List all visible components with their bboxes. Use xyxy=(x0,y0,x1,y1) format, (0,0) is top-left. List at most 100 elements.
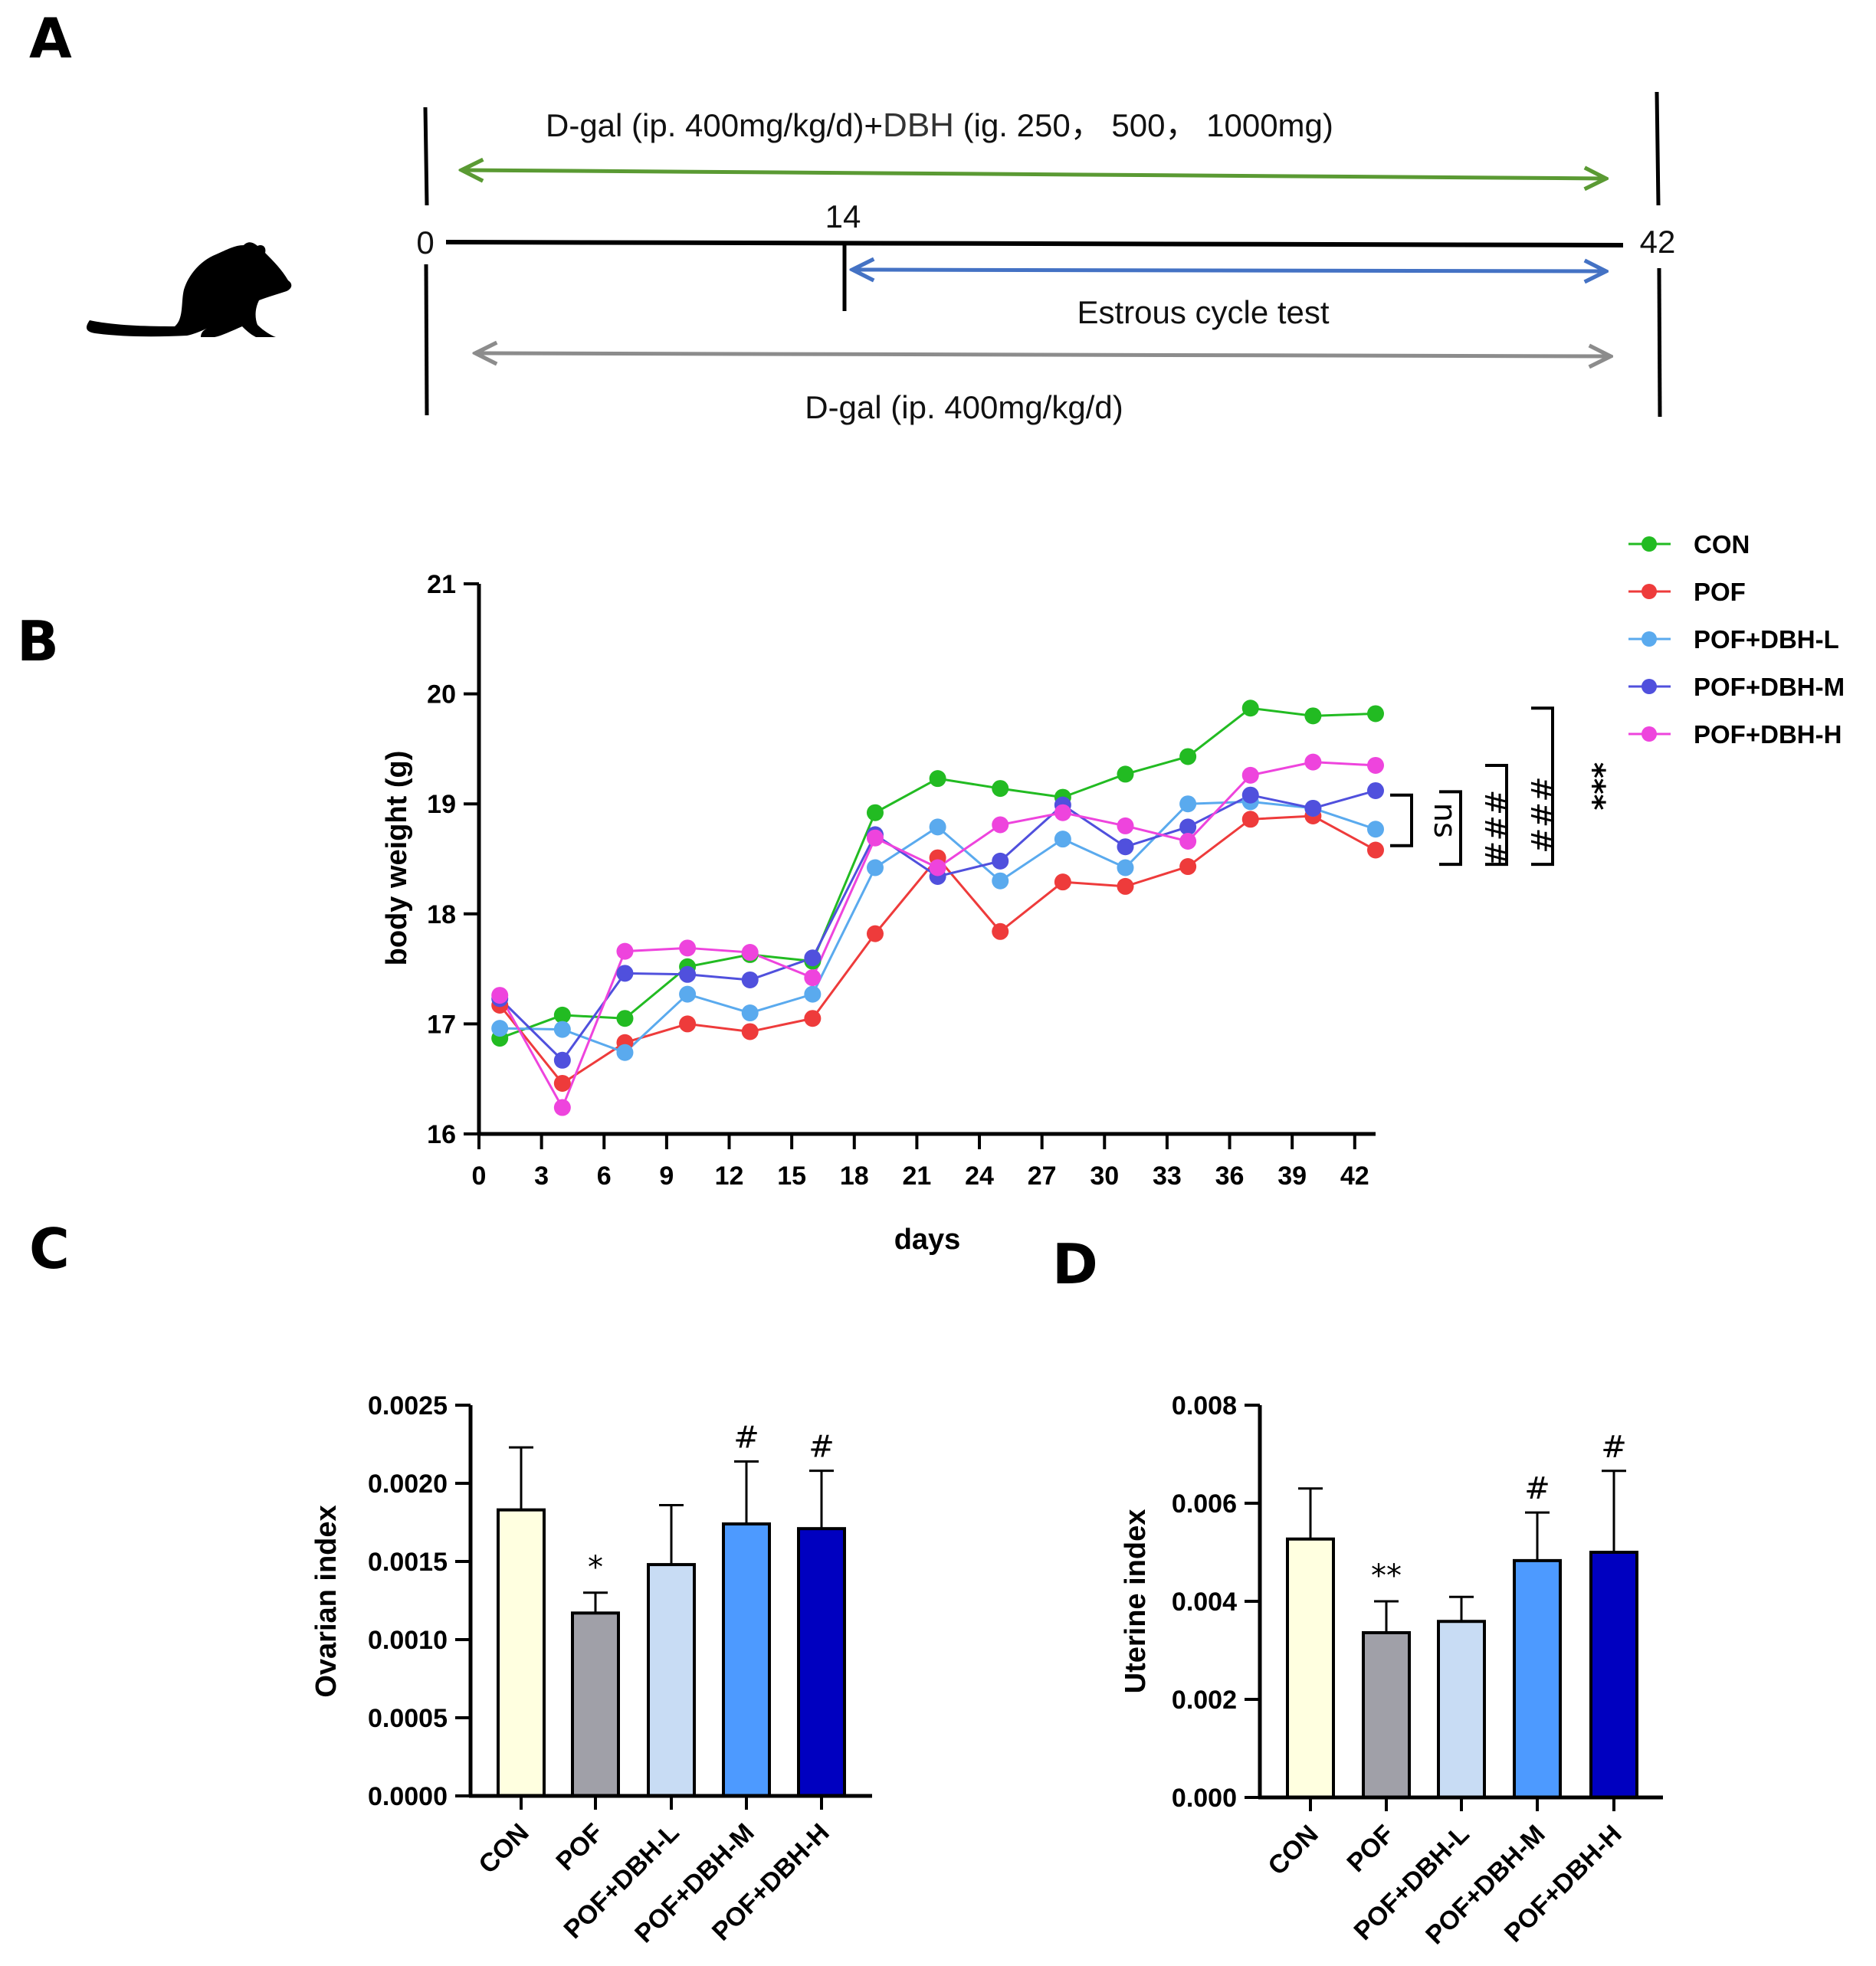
x-tick-label: 21 xyxy=(902,1162,931,1191)
data-point-pof-dbh-m xyxy=(992,852,1009,870)
bar-con xyxy=(1286,1537,1335,1799)
bar-pof-dbh-l xyxy=(1437,1620,1486,1799)
significance-label: # xyxy=(733,1420,759,1455)
data-point-con xyxy=(1241,700,1259,717)
bar-pof-dbh-h xyxy=(1589,1551,1638,1799)
legend-label-pof-dbh-h: POF+DBH-H xyxy=(1694,720,1842,749)
x-tick-label: 39 xyxy=(1277,1162,1307,1191)
y-tick-label: 21 xyxy=(427,570,456,599)
estrous-label: Estrous cycle test xyxy=(1077,294,1329,330)
data-point-pof-dbh-l xyxy=(866,859,884,877)
data-point-pof-dbh-m xyxy=(741,971,759,988)
y-tick-label: 0.008 xyxy=(1172,1391,1237,1420)
y-tick-label: 17 xyxy=(427,1010,456,1039)
significance-label: * xyxy=(588,1550,603,1585)
y-axis-title: Uterine index xyxy=(1120,1509,1152,1694)
data-point-pof-dbh-m xyxy=(1241,786,1259,804)
x-tick-label: 24 xyxy=(965,1162,994,1191)
x-tick-label: 0 xyxy=(472,1162,487,1191)
legend-label-con: CON xyxy=(1694,530,1750,559)
timeline-end-bar-lower xyxy=(1657,267,1662,418)
data-point-pof xyxy=(1117,877,1134,895)
y-axis-title: body weight (g) xyxy=(381,751,413,966)
x-tick-label: 33 xyxy=(1153,1162,1182,1191)
legend-label-pof-dbh-m: POF+DBH-M xyxy=(1694,673,1845,701)
x-tick-label: 18 xyxy=(840,1162,869,1191)
timeline-start-bar-lower xyxy=(424,264,429,416)
data-point-pof-dbh-h xyxy=(804,969,822,987)
significance-label: # xyxy=(808,1430,835,1465)
data-point-pof xyxy=(1179,858,1197,876)
bar-pof xyxy=(571,1611,620,1798)
data-point-pof-dbh-m xyxy=(1179,818,1197,836)
data-point-con xyxy=(1117,765,1134,783)
data-point-pof-dbh-l xyxy=(1367,821,1384,838)
x-tick-label: 6 xyxy=(597,1162,612,1191)
timeline-mid-label: 14 xyxy=(825,198,861,234)
data-point-pof-dbh-h xyxy=(1054,804,1071,821)
dgal-dbh-arrow xyxy=(463,170,1605,179)
timeline-top-label: D-gal (ip. 400mg/kg/d)+DBH (ig. 250， 500… xyxy=(546,106,1333,144)
data-point-pof-dbh-m xyxy=(804,949,822,967)
y-tick-label: 18 xyxy=(427,900,456,929)
legend-marker-con xyxy=(1642,536,1657,552)
legend-marker-pof xyxy=(1642,584,1657,599)
x-tick-label: CON xyxy=(473,1818,534,1879)
data-point-pof-dbh-l xyxy=(992,872,1009,890)
data-point-pof-dbh-l xyxy=(1054,831,1071,848)
x-tick-label: 30 xyxy=(1090,1162,1119,1191)
y-tick-label: 20 xyxy=(427,680,456,709)
data-point-pof xyxy=(553,1074,571,1092)
data-point-pof-dbh-h xyxy=(679,939,697,957)
timeline-axis xyxy=(445,240,1624,247)
data-point-pof-dbh-h xyxy=(616,942,634,960)
data-point-pof xyxy=(679,1015,697,1033)
data-point-pof-dbh-l xyxy=(553,1021,571,1038)
data-point-pof-dbh-l xyxy=(1179,795,1197,813)
panel-label-c: C xyxy=(29,1217,70,1281)
data-point-pof-dbh-m xyxy=(616,965,634,982)
bar-pof-dbh-h xyxy=(797,1527,846,1798)
ovarian-index-chart: Ovarian index CON*POFPOF+DBH-L#POF+DBH-M… xyxy=(310,1391,872,1948)
data-point-pof-dbh-m xyxy=(553,1051,571,1069)
y-tick-label: 19 xyxy=(427,790,456,819)
y-tick-label: 0.0015 xyxy=(368,1548,448,1577)
data-point-pof-dbh-h xyxy=(491,987,509,1004)
x-tick-label: 27 xyxy=(1028,1162,1057,1191)
panel-label-a: A xyxy=(29,6,72,70)
significance-label: *** xyxy=(1576,762,1611,811)
data-point-pof-dbh-l xyxy=(491,1020,509,1037)
data-point-pof-dbh-l xyxy=(804,985,822,1003)
significance-bracket xyxy=(1439,790,1462,867)
data-point-pof xyxy=(804,1010,822,1027)
significance-label: # xyxy=(1601,1430,1627,1465)
data-point-pof xyxy=(992,922,1009,940)
data-point-pof-dbh-h xyxy=(1367,756,1384,774)
bar-con xyxy=(497,1508,546,1798)
bar-pof-dbh-m xyxy=(722,1522,771,1798)
data-point-pof-dbh-h xyxy=(866,829,884,847)
timeline-start-bar-upper xyxy=(423,106,429,206)
panel-label-b: B xyxy=(17,609,59,673)
data-point-pof-dbh-h xyxy=(553,1099,571,1116)
x-axis-title: days xyxy=(894,1224,961,1256)
significance-bracket xyxy=(1485,763,1508,867)
y-tick-label: 0.0005 xyxy=(368,1704,448,1733)
significance-bracket xyxy=(1390,793,1413,847)
data-point-pof-dbh-m xyxy=(1117,838,1134,856)
y-tick-label: 0.0000 xyxy=(368,1782,448,1811)
legend-marker-pof-dbh-l xyxy=(1642,631,1657,647)
data-point-pof xyxy=(1241,811,1259,828)
legend-label-pof: POF xyxy=(1694,578,1746,606)
data-point-pof-dbh-h xyxy=(741,944,759,962)
data-point-con xyxy=(553,1006,571,1024)
dgal-arrow xyxy=(477,353,1609,356)
data-point-con xyxy=(1304,707,1322,725)
x-tick-label: POF xyxy=(550,1818,608,1876)
x-tick-label: POF xyxy=(1341,1820,1399,1878)
significance-label: # xyxy=(1524,1471,1550,1506)
significance-label: ** xyxy=(1371,1558,1402,1594)
data-point-con xyxy=(616,1010,634,1027)
legend-label-pof-dbh-l: POF+DBH-L xyxy=(1694,625,1839,654)
